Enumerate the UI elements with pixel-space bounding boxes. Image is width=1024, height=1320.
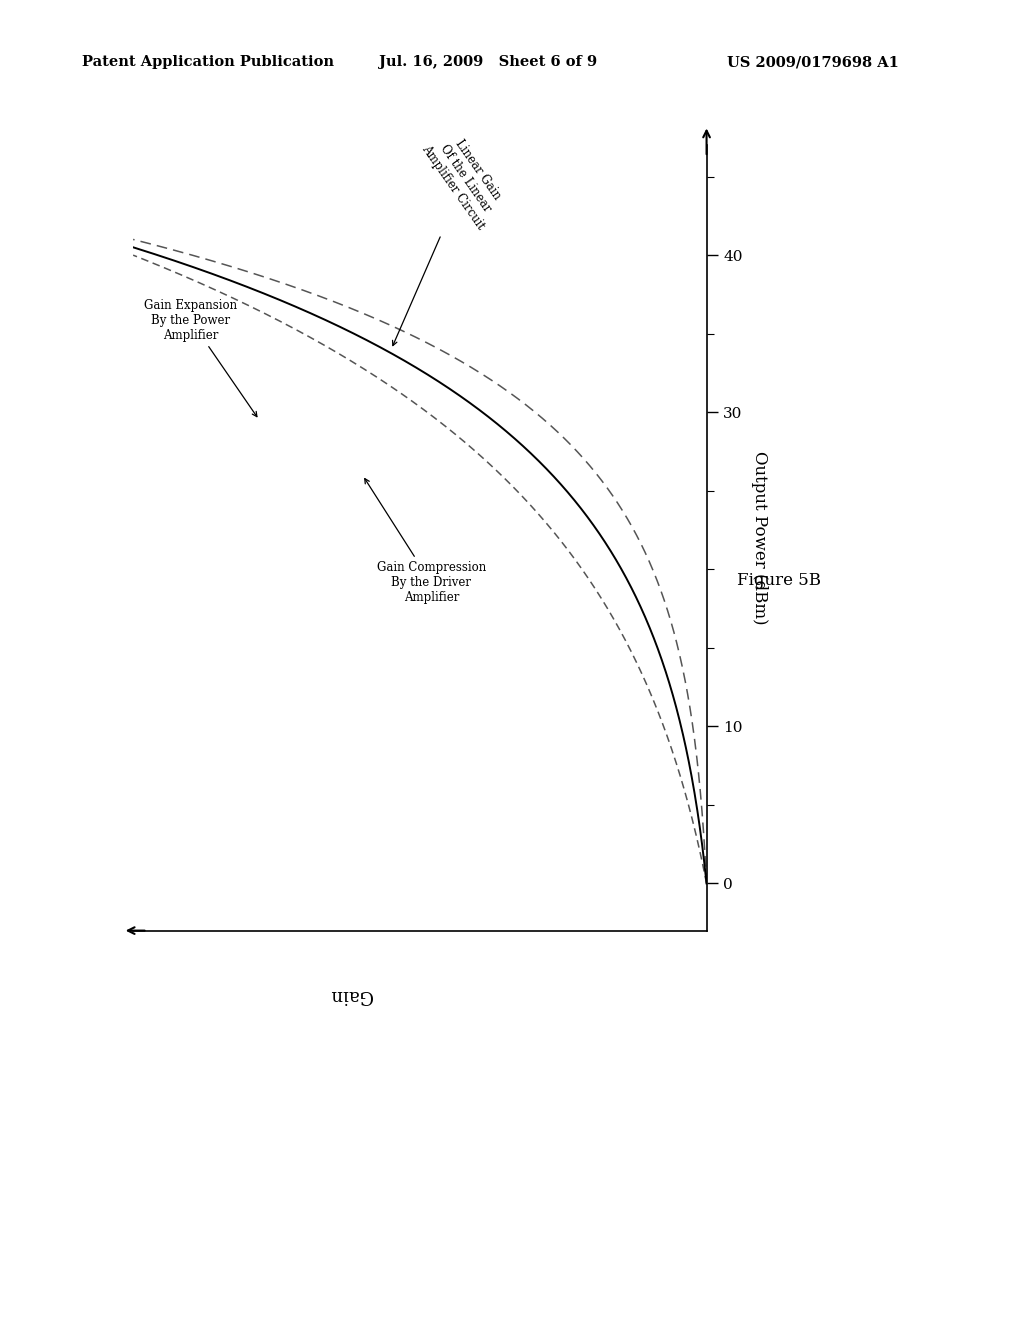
Text: Figure 5B: Figure 5B bbox=[737, 573, 821, 589]
Text: US 2009/0179698 A1: US 2009/0179698 A1 bbox=[727, 55, 899, 70]
Text: Patent Application Publication: Patent Application Publication bbox=[82, 55, 334, 70]
Text: Gain: Gain bbox=[330, 986, 373, 1003]
Y-axis label: Output Power (dBm): Output Power (dBm) bbox=[751, 451, 768, 624]
Text: Gain Expansion
By the Power
Amplifier: Gain Expansion By the Power Amplifier bbox=[144, 298, 257, 417]
Text: Gain Compression
By the Driver
Amplifier: Gain Compression By the Driver Amplifier bbox=[365, 479, 486, 605]
Text: Linear Gain
Of the Linear
Amplifier Circuit: Linear Gain Of the Linear Amplifier Circ… bbox=[392, 125, 512, 346]
Text: Jul. 16, 2009   Sheet 6 of 9: Jul. 16, 2009 Sheet 6 of 9 bbox=[379, 55, 597, 70]
